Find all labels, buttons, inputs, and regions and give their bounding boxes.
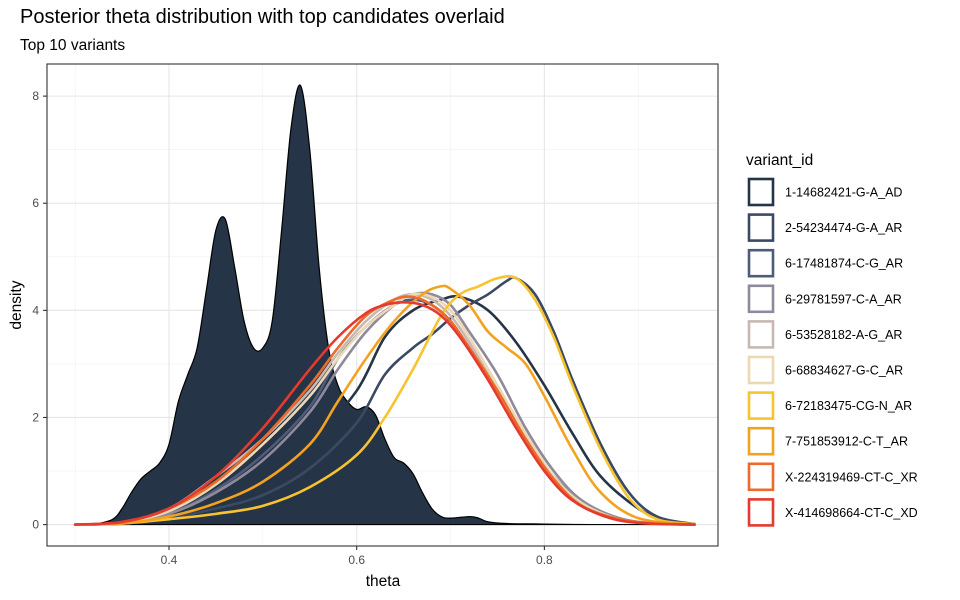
y-tick-label: 0 [32,518,39,532]
x-tick-label: 0.4 [161,553,178,567]
legend-label: 2-54234474-G-A_AR [785,221,902,235]
legend-key [747,284,775,314]
legend-label: 6-17481874-C-G_AR [785,257,903,271]
legend-key [747,177,775,207]
legend-label: 6-72183475-CG-N_AR [785,399,912,413]
plot-panel [47,64,718,546]
legend-label: 1-14682421-G-A_AD [785,186,902,200]
y-tick-label: 6 [32,196,39,210]
legend-key [747,320,775,349]
y-axis-title: density [8,280,25,329]
legend: variant_id 1-14682421-G-A_AD 2-54234474-G… [746,152,918,527]
legend-label: 6-53528182-A-G_AR [785,328,902,342]
legend-label: X-414698664-CT-C_XD [785,506,918,520]
x-axis-title: theta [366,573,401,590]
chart-title: Posterior theta distribution with top ca… [20,6,505,28]
series-line-1 [73,295,696,526]
legend-key [747,355,775,385]
legend-key [747,248,775,278]
legend-key [747,391,775,420]
legend-key [747,462,775,492]
y-tick-label: 8 [32,89,39,103]
axes: 0.4 0.6 0.8 0 2 4 6 8 [32,63,719,567]
legend-label: X-224319469-CT-C_XR [785,470,918,484]
legend-label: 7-751853912-C-T_AR [785,435,908,449]
series-line-8 [73,284,696,526]
background-density-area [75,84,695,526]
legend-key [747,498,775,527]
x-tick-label: 0.6 [348,553,365,567]
y-tick-label: 4 [32,303,39,317]
legend-label: 6-68834627-G-C_AR [785,364,903,378]
series-line-10 [73,301,696,526]
legend-key [747,213,775,242]
legend-title: variant_id [746,152,813,169]
legend-label: 6-29781597-C-A_AR [785,292,902,306]
series-line-2 [73,276,696,526]
legend-key [747,426,775,456]
y-tick-label: 2 [32,410,39,424]
x-tick-label: 0.8 [536,553,553,567]
chart-subtitle: Top 10 variants [20,37,126,54]
panel-border [46,63,719,547]
